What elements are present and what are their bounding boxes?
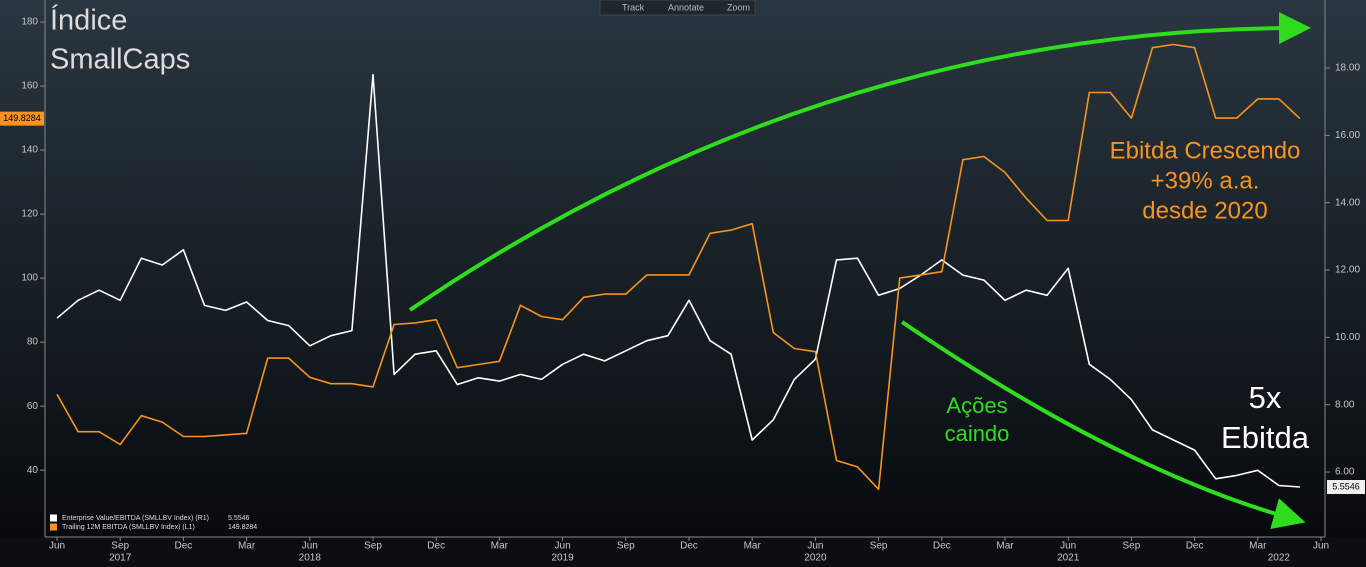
tag-text: 149.8284	[3, 113, 41, 123]
x-tick-label: Mar	[744, 541, 762, 552]
annotation: Ações	[946, 393, 1007, 418]
x-tick-label: Sep	[1123, 541, 1141, 552]
year-label: 2020	[804, 553, 827, 564]
x-tick-label: Mar	[996, 541, 1014, 552]
tag-box	[1327, 480, 1365, 495]
y-tick-label: 60	[27, 401, 39, 412]
toolbar-box	[599, 0, 756, 16]
series-line	[56, 73, 1300, 488]
annotation: desde 2020	[1142, 197, 1267, 224]
y2-tick-label: 6.00	[1335, 467, 1355, 478]
x-tick-label: Dec	[933, 541, 951, 552]
y2-tick-label: 12.00	[1335, 265, 1360, 276]
toolbar-button[interactable]: Track	[622, 2, 645, 12]
x-tick-label: Jun	[1060, 541, 1076, 552]
x-tick-label: Dec	[680, 541, 698, 552]
y-tick-label: 40	[27, 465, 39, 476]
x-axis-band	[0, 537, 1366, 567]
annotation: Ebitda	[1221, 420, 1310, 455]
x-tick-label: Sep	[617, 541, 635, 552]
x-tick-label: Sep	[111, 541, 129, 552]
x-tick-label: Mar	[491, 541, 509, 552]
x-tick-label: Dec	[427, 541, 445, 552]
falling-arrow	[900, 320, 1306, 530]
tag-text: 5.5546	[1332, 481, 1360, 491]
x-tick-label: Mar	[238, 541, 256, 552]
series-line	[56, 43, 1301, 491]
x-tick-label: Jun	[1313, 541, 1329, 552]
year-label: 2021	[1057, 553, 1080, 564]
year-label: 2018	[299, 553, 322, 564]
annotation: 5x	[1249, 380, 1282, 415]
year-label: 2017	[109, 553, 132, 564]
axis-value-tag: 149.8284	[0, 111, 44, 126]
year-label: 2019	[551, 553, 574, 564]
toolbar: Track Annotate Zoom	[599, 0, 756, 16]
annotation: Ebitda Crescendo	[1110, 137, 1301, 164]
x-tick-label: Sep	[870, 541, 888, 552]
y2-tick-label: 14.00	[1335, 197, 1360, 208]
legend-value: 5.5546	[228, 515, 250, 522]
y2-tick-label: 8.00	[1335, 399, 1355, 410]
toolbar-button[interactable]: Annotate	[668, 2, 704, 12]
legend-swatch	[50, 523, 57, 531]
y-tick-label: 180	[21, 17, 38, 28]
y-tick-label: 120	[21, 209, 38, 220]
x-tick-label: Sep	[364, 541, 382, 552]
y-tick-label: 140	[21, 145, 38, 156]
y-tick-label: 80	[27, 337, 39, 348]
y-tick-label: 100	[21, 273, 38, 284]
x-tick-label: Jun	[302, 541, 318, 552]
x-tick-label: Dec	[175, 541, 193, 552]
legend-swatch	[50, 514, 57, 522]
plot	[56, 43, 1301, 491]
x-tick-label: Dec	[1186, 541, 1204, 552]
tag-box	[0, 111, 44, 126]
rising-arrow	[408, 12, 1311, 312]
x-tick-label: Jun	[807, 541, 823, 552]
legend-label: Enterprise Value/EBITDA (SMLLBV Index) (…	[62, 515, 209, 522]
legend-label: Trailing 12M EBITDA (SMLLBV Index) (L1)	[62, 524, 195, 531]
y-tick-label: 160	[21, 81, 38, 92]
y2-tick-label: 18.00	[1335, 63, 1360, 74]
toolbar-button[interactable]: Zoom	[727, 2, 750, 12]
y2-tick-label: 16.00	[1335, 130, 1360, 141]
annotation: caindo	[945, 421, 1010, 446]
x-tick-label: Jun	[49, 541, 65, 552]
year-label: 2022	[1268, 553, 1291, 564]
annotation: SmallCaps	[50, 44, 190, 76]
annotation: +39% a.a.	[1151, 167, 1260, 194]
x-tick-label: Mar	[1249, 541, 1267, 552]
y2-tick-label: 10.00	[1335, 332, 1360, 343]
axis-value-tag: 5.5546	[1327, 480, 1365, 495]
legend-value: 149.8284	[228, 524, 257, 531]
annotation: Índice	[50, 4, 127, 37]
x-tick-label: Jun	[555, 541, 571, 552]
